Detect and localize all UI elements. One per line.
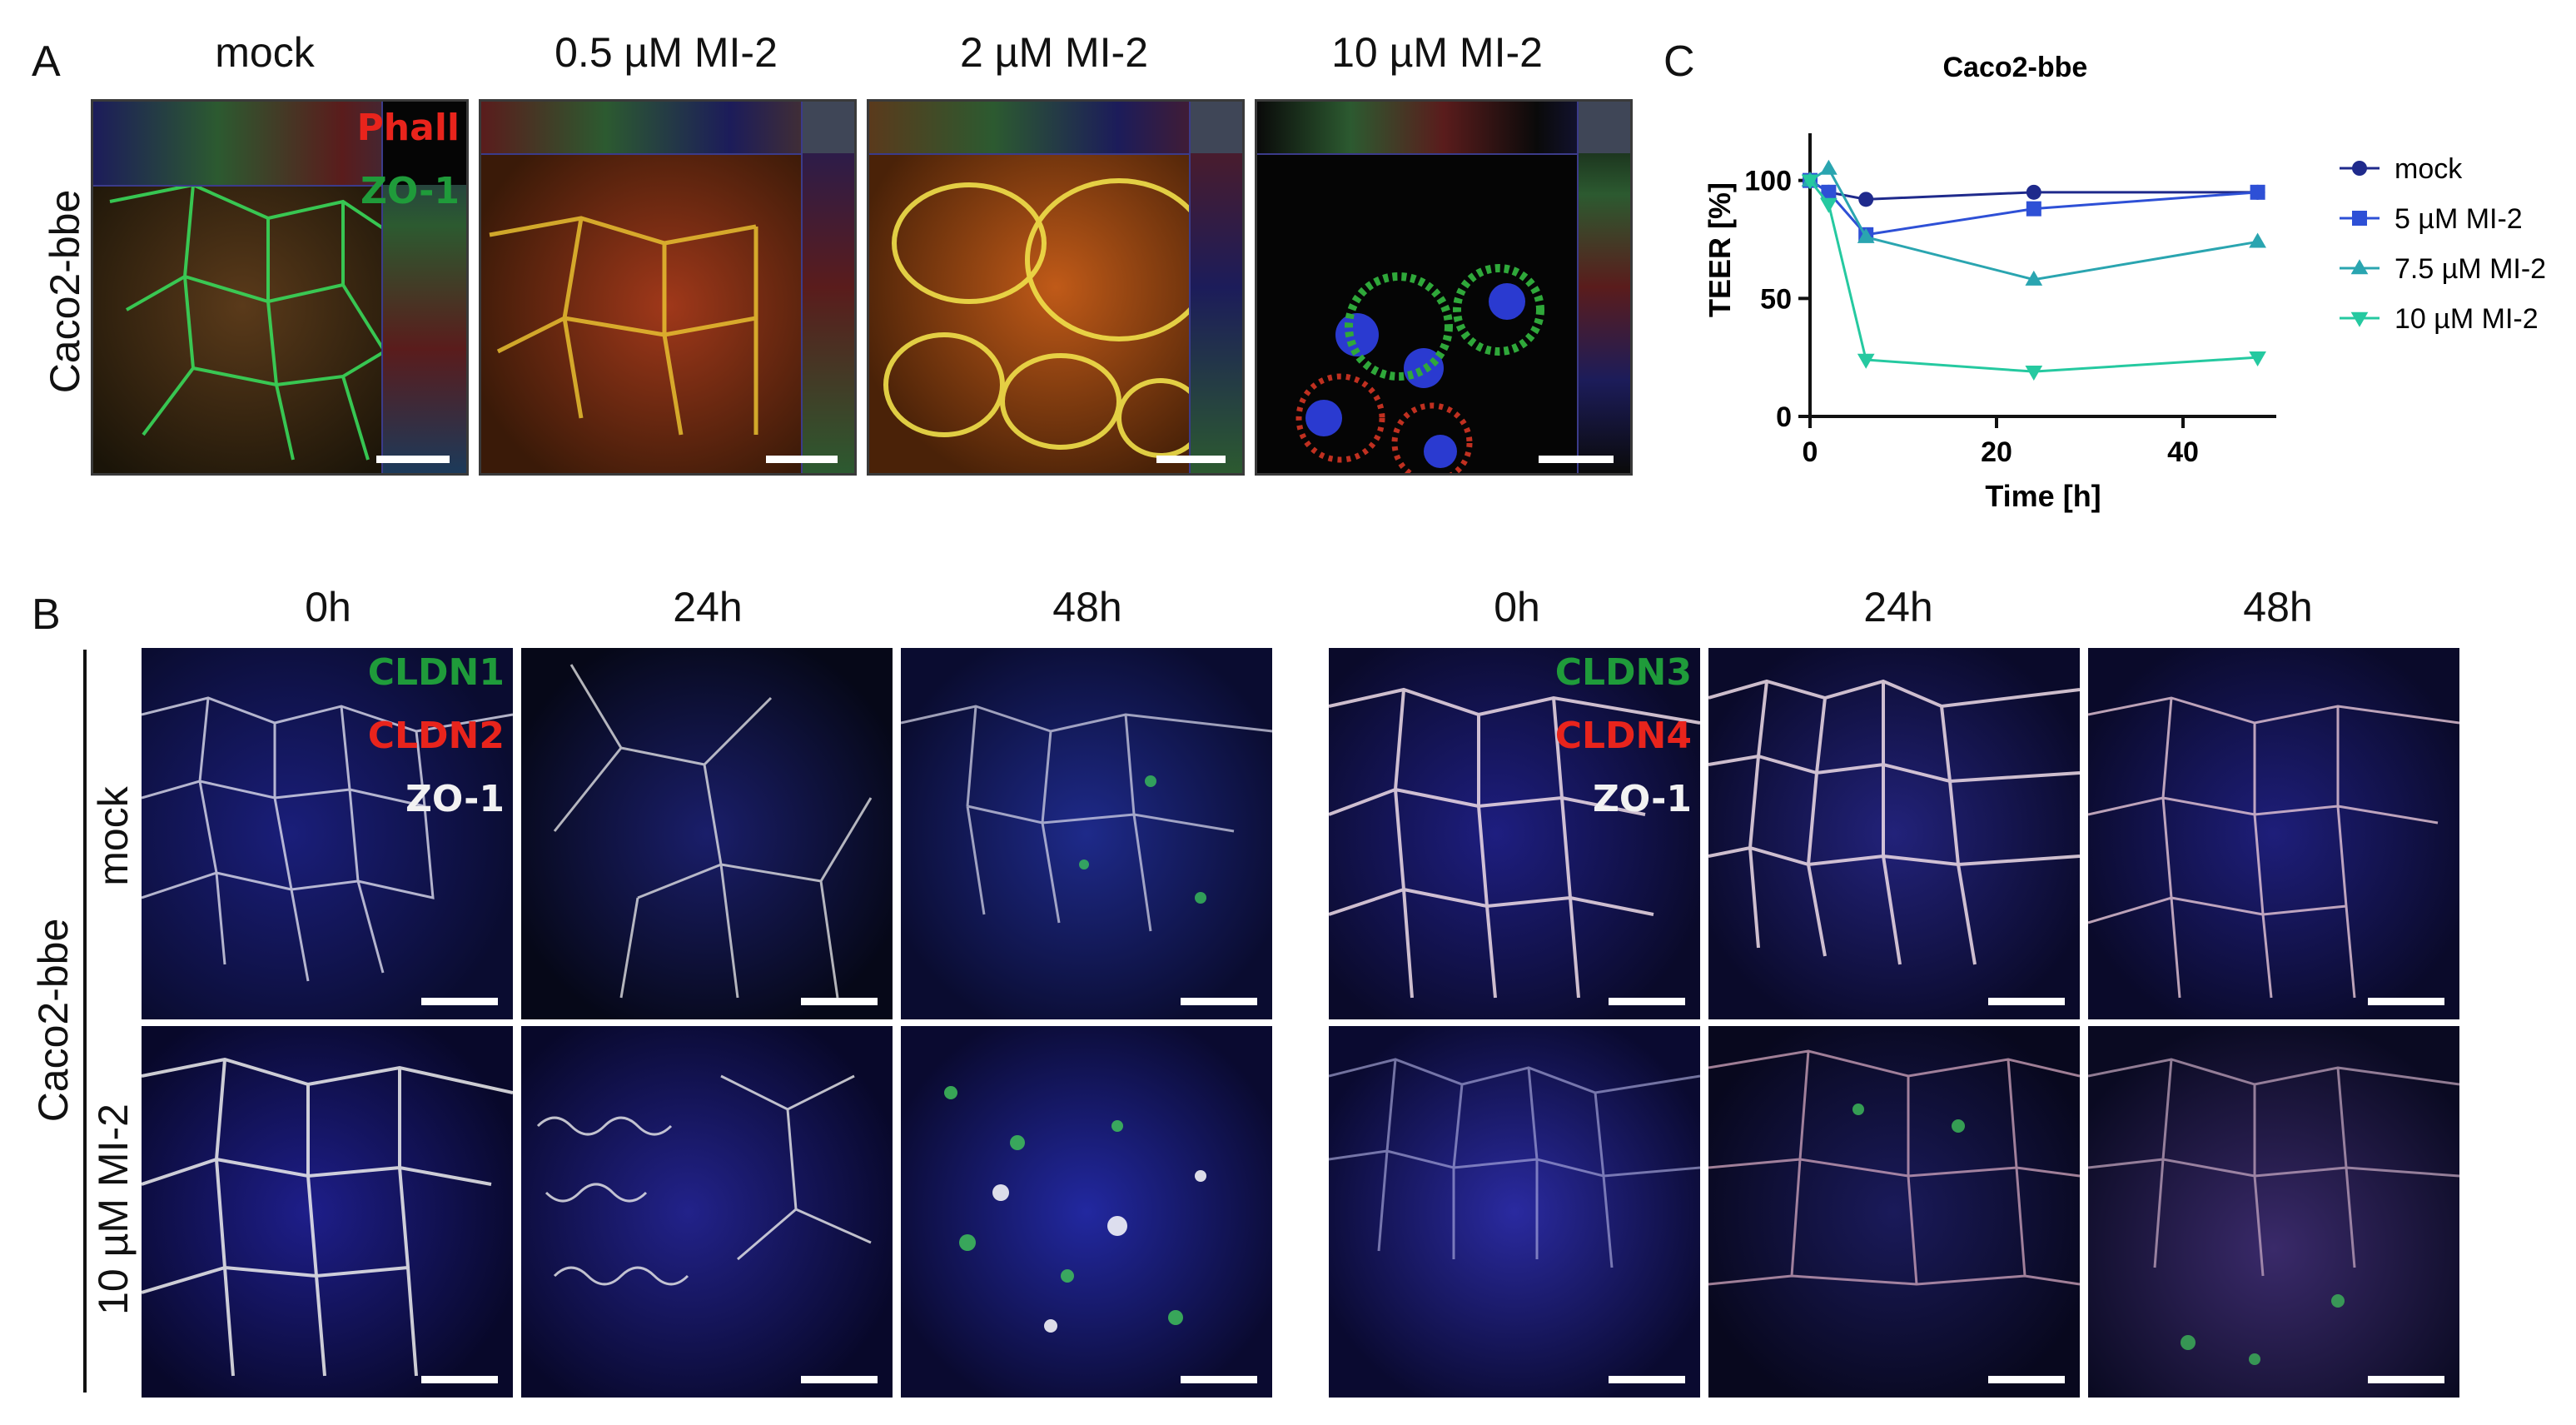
stain-label-cldn3: CLDN3 <box>1554 651 1692 694</box>
scale-bar <box>1609 998 1685 1005</box>
stain-label-zo1: ZO-1 <box>360 170 460 212</box>
panel-b-cell-line-label: Caco2-bbe <box>30 918 77 1123</box>
panel-b-row-label-mock: mock <box>90 786 137 886</box>
panel-a-image-2uM <box>867 99 1245 476</box>
panel-a-cell-line-label: Caco2-bbe <box>42 189 88 394</box>
x-tick-label: 20 <box>1981 436 2012 468</box>
scale-bar <box>1181 1376 1257 1383</box>
scale-bar <box>2368 998 2444 1005</box>
data-point <box>2026 201 2041 217</box>
panel-b-image-10uM-24h-right <box>1708 1026 2080 1398</box>
panel-b-image-mock-48h-right <box>2088 648 2459 1019</box>
time-header-0h-right: 0h <box>1494 584 1540 630</box>
panel-b-image-mock-24h-left <box>521 648 893 1019</box>
y-tick-label: 0 <box>1776 401 1792 433</box>
stain-label-cldn1: CLDN1 <box>367 651 505 694</box>
time-header-48h-left: 48h <box>1052 584 1122 630</box>
stain-label-phall: Phall <box>356 107 460 149</box>
stain-label-cldn4: CLDN4 <box>1554 715 1692 757</box>
y-axis-label: TEER [%] <box>1703 182 1737 317</box>
data-point <box>2025 270 2043 286</box>
stain-label-zo1: ZO-1 <box>1592 778 1692 820</box>
data-point <box>1857 353 1875 369</box>
legend-marker <box>2350 311 2369 327</box>
scale-bar <box>801 998 878 1005</box>
panel-b-image-10uM-0h-right <box>1329 1026 1700 1398</box>
panel-b-image-mock-0h-left: CLDN1 CLDN2 ZO-1 <box>142 648 513 1019</box>
data-point <box>2025 365 2043 381</box>
scale-bar <box>1539 456 1614 463</box>
scale-bar <box>376 456 450 463</box>
y-tick-label: 50 <box>1760 283 1792 315</box>
panel-b-letter: B <box>32 590 61 639</box>
orthogonal-corner <box>383 102 466 185</box>
panel-a-image-mock: Phall ZO-1 <box>91 99 469 476</box>
panel-a-image-10uM <box>1255 99 1633 476</box>
time-header-48h-right: 48h <box>2243 584 2313 630</box>
legend-label: 7.5 µM MI-2 <box>2394 253 2546 285</box>
data-point <box>1857 227 1875 243</box>
data-point <box>1820 197 1838 213</box>
data-point <box>2026 184 2041 200</box>
panel-a-column-title-2uM: 2 µM MI-2 <box>959 29 1149 76</box>
y-tick-label: 100 <box>1744 166 1792 197</box>
scale-bar <box>1156 456 1226 463</box>
panel-b-image-10uM-0h-left <box>142 1026 513 1398</box>
data-point <box>1858 192 1874 207</box>
panel-b-image-10uM-48h-right <box>2088 1026 2459 1398</box>
panel-b-image-mock-24h-right <box>1708 648 2080 1019</box>
legend-marker <box>2352 161 2367 176</box>
scale-bar <box>421 998 498 1005</box>
x-axis-label: Time [h] <box>1985 479 2101 513</box>
panel-b-row-label-10uM: 10 µM MI-2 <box>90 1104 137 1315</box>
teer-line-chart: Caco2-bbe 0 50 100 0 20 40 Time [h] TEER [%] mock… <box>1703 52 2546 513</box>
scale-bar <box>421 1376 498 1383</box>
panel-a-image-0.5uM <box>479 99 857 476</box>
legend-label: mock <box>2394 153 2463 185</box>
panel-b-image-10uM-24h-left <box>521 1026 893 1398</box>
x-tick-label: 40 <box>2167 436 2199 468</box>
row-group-bracket <box>83 650 87 1393</box>
panel-b-image-mock-0h-right: CLDN3 CLDN4 ZO-1 <box>1329 648 1700 1019</box>
panel-a-column-title-10uM: 10 µM MI-2 <box>1331 29 1543 76</box>
data-point <box>2249 232 2266 248</box>
panel-b-image-mock-48h-left <box>901 648 1272 1019</box>
panel-a-column-title-mock: mock <box>215 29 315 76</box>
x-tick-label: 0 <box>1803 436 1818 468</box>
scale-bar <box>1609 1376 1685 1383</box>
legend-label: 10 µM MI-2 <box>2394 303 2539 335</box>
data-point <box>2250 184 2265 200</box>
chart-title: Caco2-bbe <box>1942 52 2087 83</box>
scale-bar <box>1181 998 1257 1005</box>
legend-label: 5 µM MI-2 <box>2394 203 2523 235</box>
stain-label-zo1: ZO-1 <box>405 778 505 820</box>
scale-bar <box>2368 1376 2444 1383</box>
time-header-24h-right: 24h <box>1863 584 1933 630</box>
tight-junction-network <box>109 182 395 461</box>
data-point <box>2249 351 2266 366</box>
scale-bar <box>766 456 838 463</box>
data-point <box>1801 174 1819 190</box>
legend-marker <box>2352 211 2367 226</box>
panel-b-image-10uM-48h-left <box>901 1026 1272 1398</box>
panel-a-letter: A <box>32 37 61 86</box>
data-point <box>1821 184 1837 200</box>
scale-bar <box>1988 1376 2065 1383</box>
time-header-0h-left: 0h <box>305 584 351 630</box>
time-header-24h-left: 24h <box>673 584 743 630</box>
stain-label-cldn2: CLDN2 <box>367 715 505 757</box>
scale-bar <box>801 1376 878 1383</box>
panel-a-column-title-0.5uM: 0.5 µM MI-2 <box>554 29 778 76</box>
scale-bar <box>1988 998 2065 1005</box>
panel-c-letter: C <box>1663 37 1695 86</box>
data-point <box>1820 159 1838 175</box>
legend-marker <box>2350 259 2369 275</box>
